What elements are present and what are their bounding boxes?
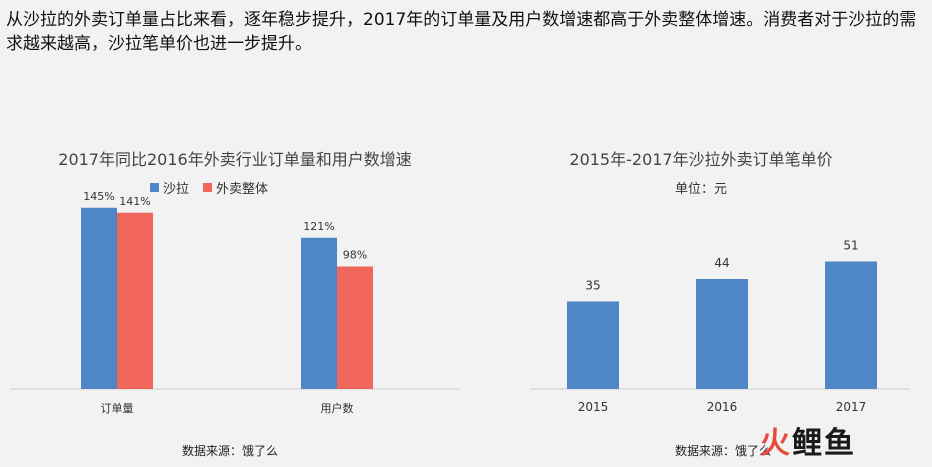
data-label-0: 35 (585, 279, 600, 293)
legend-label-overall: 外卖整体 (216, 182, 269, 197)
x-tick-0: 2015 (578, 400, 609, 414)
legend-swatch-salad (150, 183, 159, 192)
growth-chart-panel: 2017年同比2016年外卖行业订单量和用户数增速 沙拉 外卖整体 145% 14… (0, 130, 470, 467)
price-chart-panel: 2015年-2017年沙拉外卖订单笔单价 单位：元 35 2015 44 2016 51… (470, 130, 932, 467)
data-label-1-1: 98% (343, 249, 367, 262)
bar-1-1 (337, 266, 373, 389)
bar-0-0 (81, 207, 117, 389)
logo-part1: 火 (760, 426, 792, 461)
price-chart-unit: 单位：元 (674, 182, 727, 197)
x-tick-1: 2016 (707, 400, 738, 414)
legend-item-salad: 沙拉 (150, 178, 189, 197)
bar-0 (567, 301, 619, 389)
growth-chart-title: 2017年同比2016年外卖行业订单量和用户数增速 (58, 150, 412, 169)
bar-1-0 (301, 237, 337, 389)
bar-0-1 (117, 212, 153, 389)
price-chart-title: 2015年-2017年沙拉外卖订单笔单价 (569, 150, 833, 169)
bar-1 (696, 279, 748, 389)
logo: 火鲤鱼 (760, 418, 856, 462)
price-chart-svg: 35 2015 44 2016 51 2017 (530, 239, 910, 414)
bar-2 (825, 261, 877, 389)
x-tick-0: 订单量 (101, 402, 134, 415)
legend-item-overall: 外卖整体 (203, 178, 268, 197)
logo-part2: 鲤鱼 (792, 426, 856, 461)
growth-chart-legend: 沙拉 外卖整体 (150, 178, 268, 197)
source-left: 数据来源：饿了么 (182, 444, 279, 458)
data-label-0-1: 141% (119, 195, 150, 208)
x-tick-1: 用户数 (321, 401, 354, 415)
data-label-1: 44 (714, 256, 729, 270)
growth-chart-svg: 145% 141% 订单量 121% 98% 用户数 (10, 190, 460, 415)
legend-label-salad: 沙拉 (163, 182, 190, 197)
intro-text: 从沙拉的外卖订单量占比来看，逐年稳步提升，2017年的订单量及用户数增速都高于外… (6, 10, 917, 54)
data-label-0-0: 145% (83, 190, 114, 203)
data-label-2: 51 (843, 239, 858, 253)
x-tick-2: 2017 (836, 400, 867, 414)
legend-swatch-overall (203, 183, 213, 192)
data-label-1-0: 121% (303, 220, 334, 233)
source-right: 数据来源：饿了么 (675, 444, 772, 458)
